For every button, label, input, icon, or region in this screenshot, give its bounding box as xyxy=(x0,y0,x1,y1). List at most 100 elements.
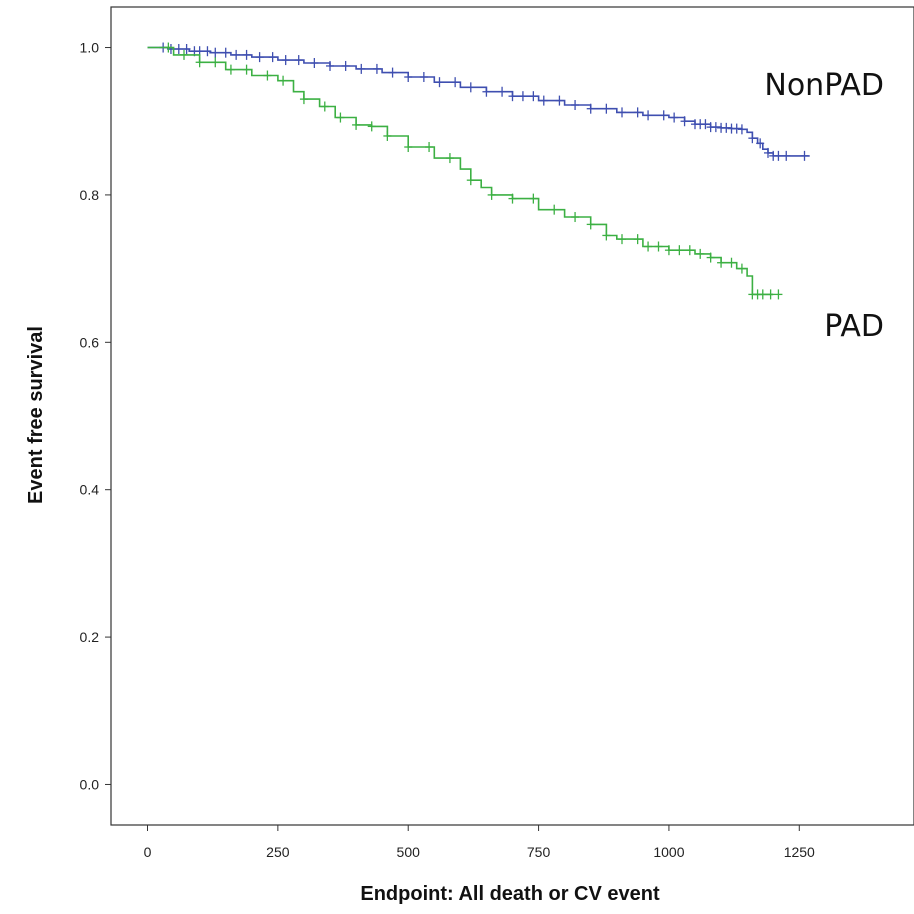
y-tick-label: 0.6 xyxy=(80,334,100,350)
pad-censor-mark xyxy=(758,289,767,300)
pad-censor-mark xyxy=(602,230,611,241)
nonpad-censor-mark xyxy=(756,138,765,149)
x-tick-label: 0 xyxy=(144,844,152,860)
pad-censor-mark xyxy=(685,245,694,256)
nonpad-censor-mark xyxy=(586,103,595,114)
nonpad-censor-mark xyxy=(670,112,679,123)
nonpad-series-label: NonPAD xyxy=(764,68,884,103)
nonpad-censor-mark xyxy=(732,123,741,134)
y-tick-label: 0.0 xyxy=(80,776,100,792)
nonpad-censor-marks xyxy=(159,42,809,161)
pad-censor-mark xyxy=(487,189,496,200)
pad-censor-mark xyxy=(195,57,204,68)
nonpad-censor-mark xyxy=(701,119,710,130)
y-axis-title: Event free survival xyxy=(25,326,47,504)
nonpad-censor-mark xyxy=(571,100,580,111)
nonpad-censor-mark xyxy=(602,103,611,114)
nonpad-censor-mark xyxy=(748,133,757,144)
nonpad-series xyxy=(147,42,810,161)
nonpad-censor-mark xyxy=(182,44,191,55)
pad-censor-mark xyxy=(737,263,746,274)
nonpad-censor-mark xyxy=(711,122,720,133)
nonpad-censor-mark xyxy=(310,58,319,69)
pad-censor-mark xyxy=(279,75,288,86)
nonpad-censor-mark xyxy=(764,147,772,158)
nonpad-censor-mark xyxy=(498,86,507,97)
nonpad-censor-mark xyxy=(232,49,241,60)
pad-censor-mark xyxy=(644,241,653,252)
nonpad-censor-mark xyxy=(555,95,564,106)
pad-censor-mark xyxy=(164,42,173,53)
pad-censor-mark xyxy=(696,248,705,259)
nonpad-censor-mark xyxy=(737,124,746,135)
pad-censor-mark xyxy=(242,64,251,75)
nonpad-censor-mark xyxy=(255,52,264,63)
nonpad-survival-line xyxy=(147,46,810,157)
nonpad-censor-mark xyxy=(203,46,212,57)
x-tick-label: 1000 xyxy=(653,844,684,860)
y-tick-label: 1.0 xyxy=(80,40,100,56)
nonpad-censor-mark xyxy=(774,150,783,161)
pad-censor-mark xyxy=(571,212,580,223)
nonpad-censor-mark xyxy=(174,44,183,55)
nonpad-censor-mark xyxy=(435,77,444,88)
pad-censor-mark xyxy=(774,289,783,300)
x-tick-label: 1250 xyxy=(784,844,815,860)
nonpad-censor-mark xyxy=(518,91,527,102)
y-tick-label: 0.2 xyxy=(80,629,100,645)
nonpad-censor-mark xyxy=(800,150,809,161)
y-tick-label: 0.8 xyxy=(80,187,100,203)
y-tick-label: 0.4 xyxy=(80,482,100,498)
pad-censor-mark xyxy=(383,130,392,141)
pad-censor-mark xyxy=(766,289,775,300)
nonpad-censor-mark xyxy=(644,110,653,121)
nonpad-censor-mark xyxy=(482,86,491,97)
pad-censor-mark xyxy=(336,112,345,123)
x-tick-label: 750 xyxy=(527,844,551,860)
nonpad-censor-mark xyxy=(221,47,230,58)
pad-censor-mark xyxy=(664,245,673,256)
nonpad-censor-mark xyxy=(508,91,517,102)
nonpad-censor-mark xyxy=(659,110,668,121)
x-tick-label: 250 xyxy=(266,844,290,860)
pad-series-label: PAD xyxy=(824,309,884,344)
pad-censor-mark xyxy=(618,234,626,245)
pad-censor-mark xyxy=(211,57,220,68)
pad-censor-mark xyxy=(466,175,475,186)
pad-censor-mark xyxy=(299,94,308,105)
pad-censor-mark xyxy=(529,193,538,204)
x-tick-label: 500 xyxy=(397,844,421,860)
pad-censor-mark xyxy=(320,101,329,112)
pad-censor-mark xyxy=(404,142,413,153)
pad-censor-mark xyxy=(226,64,235,75)
nonpad-censor-mark xyxy=(451,77,460,88)
nonpad-censor-mark xyxy=(211,47,220,58)
pad-censor-mark xyxy=(508,193,517,204)
x-axis-title: Endpoint: All death or CV event xyxy=(360,883,660,905)
nonpad-censor-mark xyxy=(419,72,428,83)
pad-censor-mark xyxy=(586,219,595,230)
pad-censor-mark xyxy=(352,119,361,130)
nonpad-censor-mark xyxy=(680,116,689,127)
nonpad-censor-mark xyxy=(268,52,277,63)
nonpad-censor-mark xyxy=(357,63,366,74)
pad-censor-mark xyxy=(445,153,454,164)
pad-censor-mark xyxy=(706,252,715,263)
pad-censor-mark xyxy=(425,142,434,153)
pad-censor-mark xyxy=(675,245,684,256)
nonpad-censor-mark xyxy=(466,82,475,93)
nonpad-censor-mark xyxy=(242,49,251,60)
nonpad-censor-mark xyxy=(281,55,290,66)
pad-censor-mark xyxy=(654,241,663,252)
plot-frame xyxy=(110,6,914,826)
y-axis: 0.0 0.2 0.4 0.6 0.8 1.0 xyxy=(80,40,111,792)
nonpad-censor-mark xyxy=(388,67,397,78)
nonpad-censor-mark xyxy=(782,150,791,161)
series-layer xyxy=(147,42,810,300)
nonpad-censor-mark xyxy=(618,107,626,118)
nonpad-censor-mark xyxy=(341,60,350,71)
pad-censor-marks xyxy=(164,42,783,300)
nonpad-censor-mark xyxy=(372,63,381,74)
nonpad-censor-mark xyxy=(539,95,548,106)
